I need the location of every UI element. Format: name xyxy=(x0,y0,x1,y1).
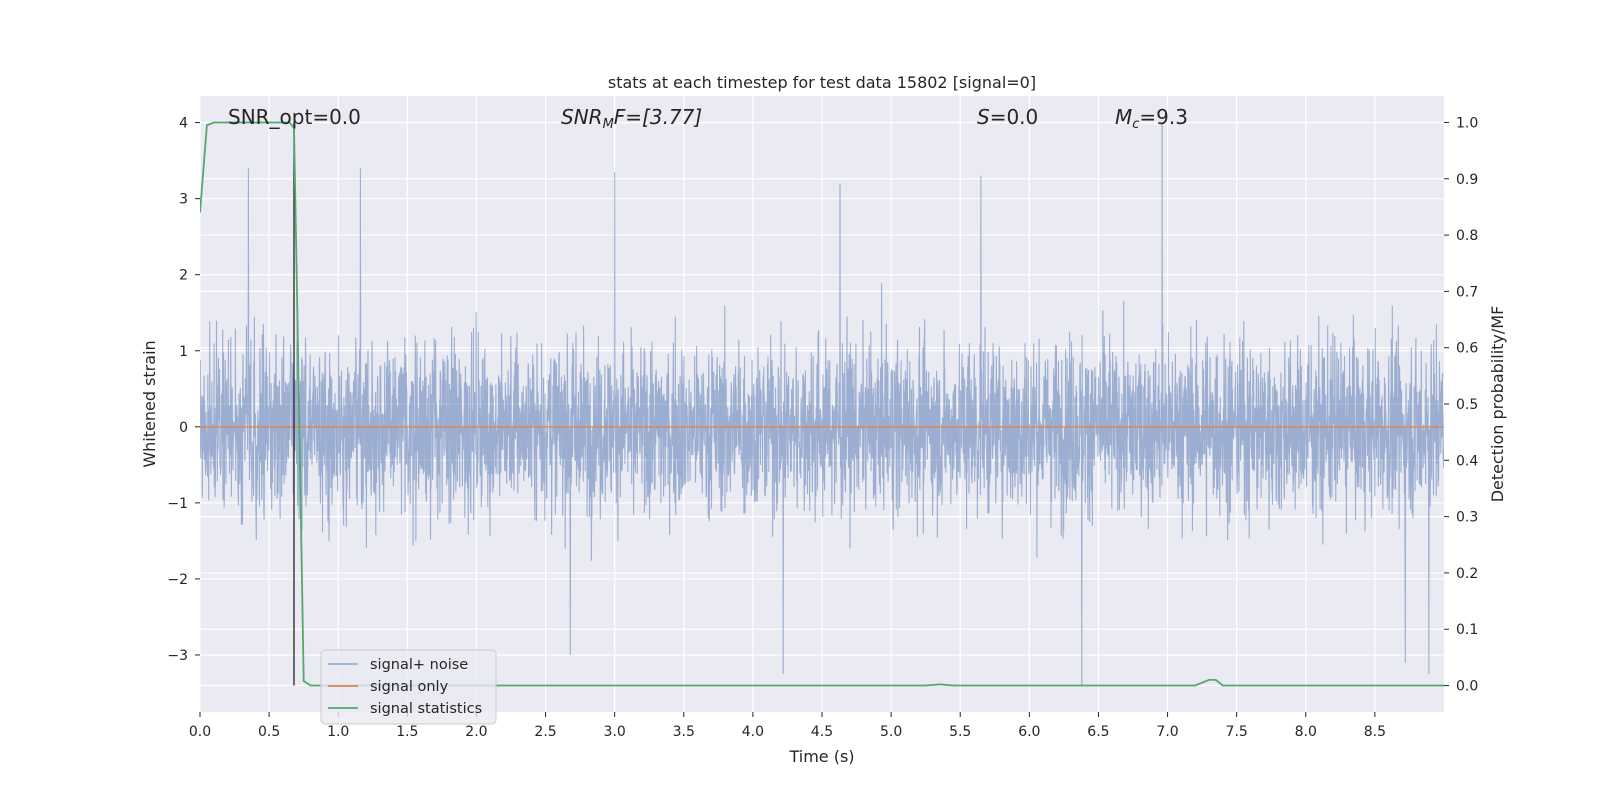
y-right-tick-label: 0.0 xyxy=(1456,679,1478,695)
y-left-tick-label: 4 xyxy=(179,116,188,132)
x-tick-label: 0.5 xyxy=(258,724,280,740)
s-rest: =0.0 xyxy=(990,105,1039,129)
snr-mf-rest: F=[3.77] xyxy=(614,105,702,129)
x-tick-label: 5.0 xyxy=(880,724,902,740)
signal-plus-noise-line xyxy=(200,122,1444,686)
x-tick-label: 1.0 xyxy=(327,724,349,740)
annotation-snr-mf: SNRMF=[3.77] xyxy=(561,105,702,132)
y-right-tick-label: 0.2 xyxy=(1456,566,1478,582)
x-tick-label: 4.0 xyxy=(742,724,764,740)
legend-label-signal-statistics: signal statistics xyxy=(370,701,482,717)
x-tick-label: 7.0 xyxy=(1156,724,1178,740)
y-right-tick-label: 0.1 xyxy=(1456,622,1478,638)
x-tick-label: 2.5 xyxy=(534,724,556,740)
x-tick-label: 2.0 xyxy=(465,724,487,740)
series-signal-plus-noise xyxy=(200,122,1444,686)
x-tick-label: 8.0 xyxy=(1295,724,1317,740)
snr-mf-main: SNR xyxy=(561,105,603,129)
y-left-tick-label: −3 xyxy=(167,648,188,664)
x-tick-label: 8.5 xyxy=(1364,724,1386,740)
mc-main: M xyxy=(1115,105,1132,129)
annotation-mc: Mc=9.3 xyxy=(1115,105,1188,132)
x-tick-label: 5.5 xyxy=(949,724,971,740)
y-left-axis-label: Whitened strain xyxy=(140,340,159,467)
y-right-tick-label: 0.4 xyxy=(1456,453,1478,469)
x-tick-label: 3.0 xyxy=(604,724,626,740)
legend-label-signal-only: signal only xyxy=(370,679,449,695)
s-main: S xyxy=(977,105,990,129)
y-right-tick-label: 0.6 xyxy=(1456,341,1478,357)
chart-title: stats at each timestep for test data 158… xyxy=(608,73,1036,92)
legend: signal+ noise signal only signal statist… xyxy=(320,649,497,725)
legend-label-signal-plus-noise: signal+ noise xyxy=(370,657,468,673)
y-right-tick-label: 0.8 xyxy=(1456,228,1478,244)
y-right-tick-label: 0.3 xyxy=(1456,510,1478,526)
y-right-axis-ticks: 1.0 0.9 0.8 0.7 0.6 0.5 0.4 0.3 0.2 0.1 0.0 xyxy=(1444,115,1478,695)
y-right-tick-label: 0.5 xyxy=(1456,397,1478,413)
y-left-tick-label: −2 xyxy=(167,572,188,588)
snr-mf-sub: M xyxy=(603,117,614,132)
y-left-tick-label: −1 xyxy=(167,496,188,512)
y-left-tick-label: 2 xyxy=(179,268,188,284)
mc-sub: c xyxy=(1132,117,1139,132)
y-right-tick-label: 0.7 xyxy=(1456,284,1478,300)
y-left-tick-label: 3 xyxy=(179,192,188,208)
y-left-tick-label: 0 xyxy=(179,420,188,436)
x-tick-label: 6.0 xyxy=(1018,724,1040,740)
x-tick-label: 1.5 xyxy=(396,724,418,740)
x-axis-ticks: 0.0 0.5 1.0 1.5 2.0 2.5 3.0 3.5 4.0 4.5 5.0 5.5 6.0 6… xyxy=(189,712,1386,740)
y-left-tick-label: 1 xyxy=(179,344,188,360)
annotation-snr-opt: SNR_opt=0.0 xyxy=(228,105,361,129)
x-tick-label: 0.0 xyxy=(189,724,211,740)
x-tick-label: 7.5 xyxy=(1226,724,1248,740)
x-tick-label: 4.5 xyxy=(811,724,833,740)
x-tick-label: 6.5 xyxy=(1087,724,1109,740)
legend-box xyxy=(320,649,497,725)
mc-rest: =9.3 xyxy=(1139,105,1188,129)
y-right-tick-label: 0.9 xyxy=(1456,172,1478,188)
x-axis-label: Time (s) xyxy=(788,747,854,766)
y-right-tick-label: 1.0 xyxy=(1456,115,1478,131)
annotation-s: S=0.0 xyxy=(977,105,1038,129)
y-left-axis-ticks: 4 3 2 1 0 −1 −2 −3 xyxy=(167,116,200,664)
x-tick-label: 3.5 xyxy=(673,724,695,740)
y-right-axis-label: Detection probability/MF xyxy=(1488,306,1507,503)
